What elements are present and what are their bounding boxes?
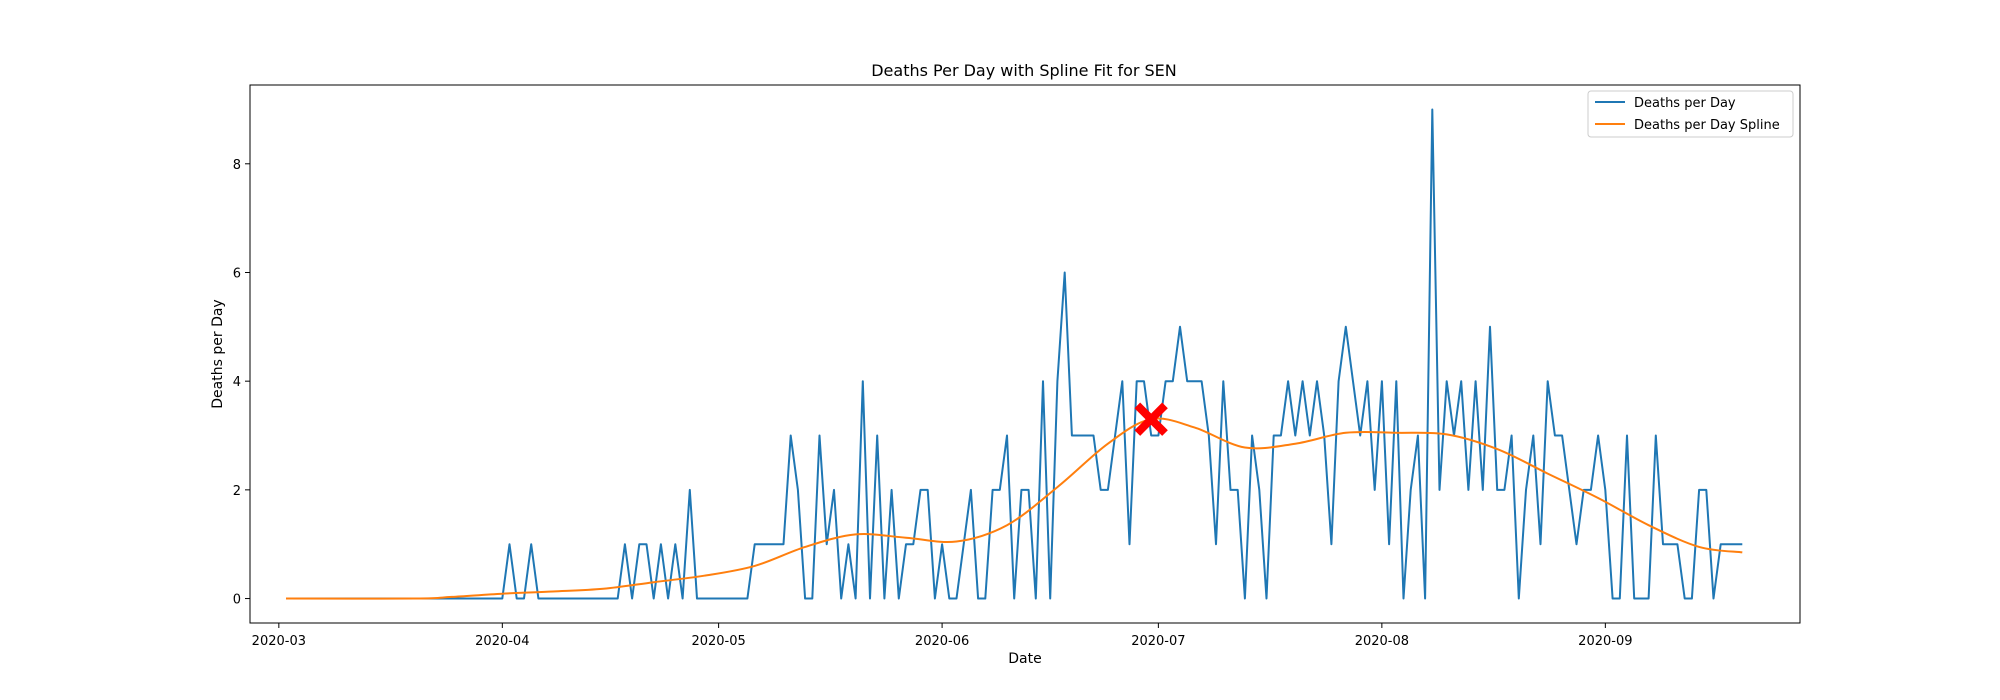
y-axis: 0 2 4 6 8 <box>233 158 250 608</box>
x-tick-label: 2020-08 <box>1355 634 1409 649</box>
x-axis-label: Date <box>1008 651 1041 667</box>
y-tick-label: 0 <box>233 593 241 608</box>
series-line-deaths-per-day <box>286 108 1743 600</box>
y-tick-label: 6 <box>233 266 241 281</box>
peak-marker <box>1134 402 1168 436</box>
series-line-spline <box>285 417 1743 600</box>
legend-label-spline: Deaths per Day Spline <box>1634 118 1780 133</box>
series-layer <box>285 108 1743 600</box>
y-axis-label: Deaths per Day <box>210 299 226 408</box>
marker-layer <box>1134 402 1168 436</box>
legend-box <box>1587 90 1794 138</box>
x-tick-label: 2020-09 <box>1578 634 1632 649</box>
x-axis: 2020-03 2020-04 2020-05 2020-06 2020-07 2020-… <box>252 623 1633 649</box>
y-tick-label: 8 <box>233 158 241 173</box>
x-tick-label: 2020-03 <box>252 634 306 649</box>
legend: Deaths per Day Deaths per Day Spline <box>1587 90 1794 138</box>
x-tick-label: 2020-04 <box>475 634 529 649</box>
y-tick-label: 2 <box>233 484 241 499</box>
x-tick-label: 2020-06 <box>915 634 969 649</box>
x-tick-label: 2020-05 <box>691 634 745 649</box>
legend-label-deaths-per-day: Deaths per Day <box>1634 96 1736 111</box>
plot-frame <box>249 84 1801 624</box>
y-tick-label: 4 <box>233 375 241 390</box>
chart-title: Deaths Per Day with Spline Fit for SEN <box>871 61 1177 80</box>
x-tick-label: 2020-07 <box>1131 634 1185 649</box>
